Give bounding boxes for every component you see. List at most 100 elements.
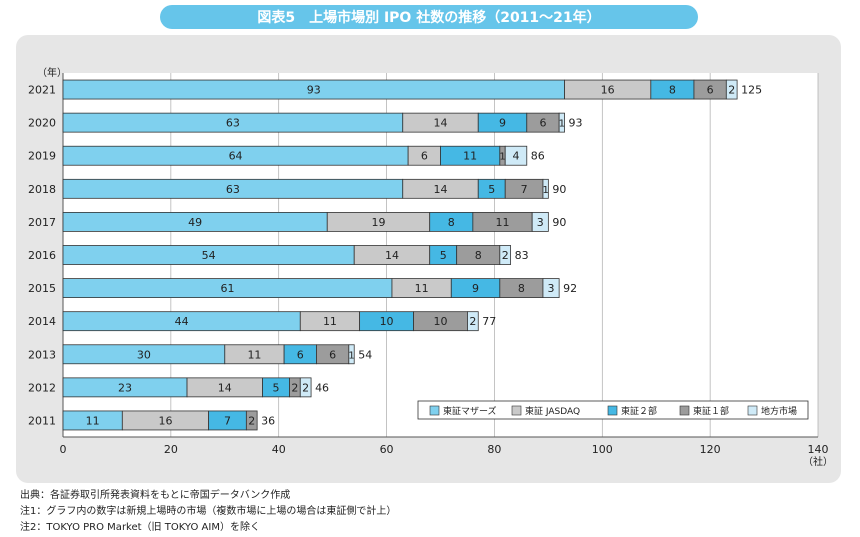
y-tick-label: 2017 — [28, 216, 56, 229]
data-label: 23 — [118, 381, 132, 394]
x-tick-label: 80 — [487, 443, 501, 456]
data-label: 3 — [548, 282, 555, 295]
data-label: 11 — [86, 414, 100, 427]
data-label: 4 — [513, 150, 520, 163]
bar-segment — [245, 410, 258, 431]
bar-segment — [558, 112, 565, 133]
data-label: 2 — [302, 381, 309, 394]
data-label: 8 — [518, 282, 525, 295]
x-tick-label: 60 — [380, 443, 394, 456]
legend-label: 地方市場 — [761, 405, 797, 417]
data-label: 9 — [499, 117, 506, 130]
bar-segment — [467, 311, 479, 332]
data-label: 1 — [559, 119, 565, 130]
x-tick-label: 140 — [808, 443, 829, 456]
bar-segment — [504, 145, 528, 166]
data-label: 49 — [188, 216, 202, 229]
data-label: 9 — [472, 282, 479, 295]
total-label: 90 — [552, 183, 566, 196]
bar-segment — [542, 178, 549, 199]
legend-label: 東証マザーズ — [443, 405, 497, 417]
data-label: 11 — [247, 348, 261, 361]
data-label: 5 — [440, 249, 447, 262]
data-label: 2 — [502, 249, 509, 262]
bar-segment — [542, 278, 560, 298]
y-tick-label: 2021 — [28, 84, 56, 97]
total-label: 46 — [315, 381, 329, 394]
data-label: 8 — [448, 216, 455, 229]
data-label: 6 — [707, 84, 714, 97]
y-tick-label: 2016 — [28, 249, 56, 262]
note-source: 出典：各証券取引所発表資料をもとに帝国データバンク作成 — [20, 490, 291, 501]
total-label: 83 — [515, 249, 529, 262]
y-tick-label: 2019 — [28, 150, 56, 163]
bar-segment — [499, 245, 512, 265]
note-1: 注1：グラフ内の数字は新規上場時の市場（複数市場に上場の場合は東証側で計上） — [20, 506, 397, 517]
x-tick-label: 100 — [592, 443, 613, 456]
bar-segment — [348, 344, 355, 365]
legend-label: 東証 JASDAQ — [525, 405, 580, 417]
data-label: 93 — [307, 84, 321, 97]
data-label: 5 — [273, 381, 280, 394]
total-label: 36 — [261, 414, 275, 427]
data-label: 1 — [542, 185, 548, 196]
legend-swatch — [747, 405, 758, 416]
bar-segment — [531, 212, 549, 232]
total-label: 86 — [531, 150, 545, 163]
bar-segment — [299, 377, 312, 398]
data-label: 6 — [297, 348, 304, 361]
data-label: 1 — [348, 350, 354, 361]
data-label: 1 — [499, 152, 505, 163]
data-label: 16 — [601, 84, 615, 97]
x-tick-label: 40 — [272, 443, 286, 456]
y-tick-label: 2015 — [28, 282, 56, 295]
x-tick-label: 120 — [700, 443, 721, 456]
data-label: 16 — [158, 414, 172, 427]
data-label: 11 — [463, 150, 477, 163]
total-label: 90 — [552, 216, 566, 229]
data-label: 14 — [218, 381, 232, 394]
total-label: 125 — [741, 84, 762, 97]
data-label: 7 — [521, 183, 528, 196]
y-tick-label: 2020 — [28, 117, 56, 130]
data-label: 2 — [728, 84, 735, 97]
data-label: 44 — [175, 315, 189, 328]
data-label: 14 — [434, 117, 448, 130]
legend-label: 東証１部 — [693, 405, 729, 417]
data-label: 54 — [202, 249, 216, 262]
data-label: 3 — [537, 216, 544, 229]
data-label: 6 — [421, 150, 428, 163]
x-tick-label: 20 — [164, 443, 178, 456]
data-label: 6 — [329, 348, 336, 361]
legend-swatch — [511, 405, 522, 416]
y-tick-label: 2013 — [28, 348, 56, 361]
data-label: 10 — [434, 315, 448, 328]
total-label: 54 — [358, 348, 372, 361]
legend-swatch — [429, 405, 440, 416]
data-label: 63 — [226, 117, 240, 130]
legend-swatch — [679, 405, 690, 416]
x-tick-label: 0 — [60, 443, 67, 456]
data-label: 7 — [224, 414, 231, 427]
chart-title: 図表5 上場市場別 IPO 社数の推移（2011～21年） — [160, 5, 698, 29]
data-label: 14 — [385, 249, 399, 262]
total-label: 92 — [563, 282, 577, 295]
data-label: 2 — [291, 381, 298, 394]
data-label: 8 — [669, 84, 676, 97]
data-label: 30 — [137, 348, 151, 361]
data-label: 8 — [475, 249, 482, 262]
data-label: 2 — [469, 315, 476, 328]
total-label: 93 — [569, 117, 583, 130]
data-label: 6 — [539, 117, 546, 130]
data-label: 11 — [415, 282, 429, 295]
legend-label: 東証２部 — [621, 405, 657, 417]
legend-swatch — [607, 405, 618, 416]
x-unit-label: （社） — [803, 455, 833, 468]
y-tick-label: 2018 — [28, 183, 56, 196]
data-label: 63 — [226, 183, 240, 196]
notes: 出典：各証券取引所発表資料をもとに帝国データバンク作成 注1：グラフ内の数字は新… — [20, 488, 396, 536]
bar-segment — [725, 79, 738, 100]
y-unit-label: （年） — [37, 66, 67, 79]
data-label: 11 — [323, 315, 337, 328]
